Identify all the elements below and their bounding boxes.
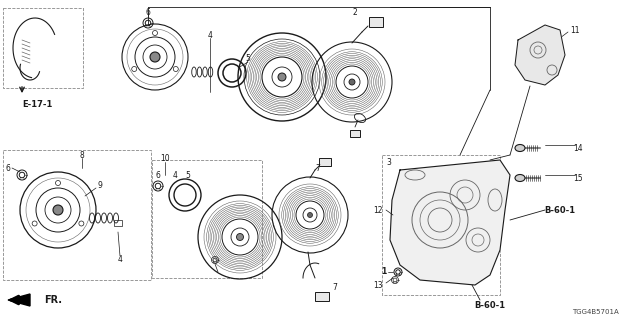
Text: 5: 5 [186,171,191,180]
Ellipse shape [515,145,525,151]
Text: E-17-1: E-17-1 [22,100,52,108]
Polygon shape [8,294,30,306]
Text: B-60-1: B-60-1 [545,205,575,214]
Text: B-60-1: B-60-1 [474,300,506,309]
Text: 5: 5 [246,53,250,62]
Text: 1: 1 [381,268,387,276]
FancyBboxPatch shape [319,158,331,166]
Polygon shape [390,160,510,285]
Text: 4: 4 [118,255,122,265]
Text: 8: 8 [79,150,84,159]
Text: 11: 11 [570,26,580,35]
Text: 6: 6 [6,164,10,172]
Text: 6: 6 [156,171,161,180]
Text: 12: 12 [373,205,383,214]
Text: 7: 7 [316,164,321,172]
Text: 14: 14 [573,143,583,153]
FancyBboxPatch shape [369,17,383,27]
FancyBboxPatch shape [350,130,360,137]
Text: 10: 10 [160,154,170,163]
Text: 9: 9 [97,180,102,189]
Circle shape [237,234,243,241]
Text: 6: 6 [145,7,150,17]
Text: 15: 15 [573,173,583,182]
Circle shape [307,212,312,218]
Text: TGG4B5701A: TGG4B5701A [572,309,618,315]
Circle shape [150,52,160,62]
Text: FR.: FR. [44,295,62,305]
Circle shape [349,79,355,85]
Text: 13: 13 [373,281,383,290]
Ellipse shape [515,174,525,181]
Circle shape [278,73,286,81]
Text: 4: 4 [173,171,177,180]
Text: 7: 7 [333,284,337,292]
Text: 4: 4 [207,30,212,39]
FancyBboxPatch shape [315,292,329,300]
Polygon shape [515,25,565,85]
Text: 2: 2 [353,7,357,17]
Text: 3: 3 [387,157,392,166]
Circle shape [53,205,63,215]
